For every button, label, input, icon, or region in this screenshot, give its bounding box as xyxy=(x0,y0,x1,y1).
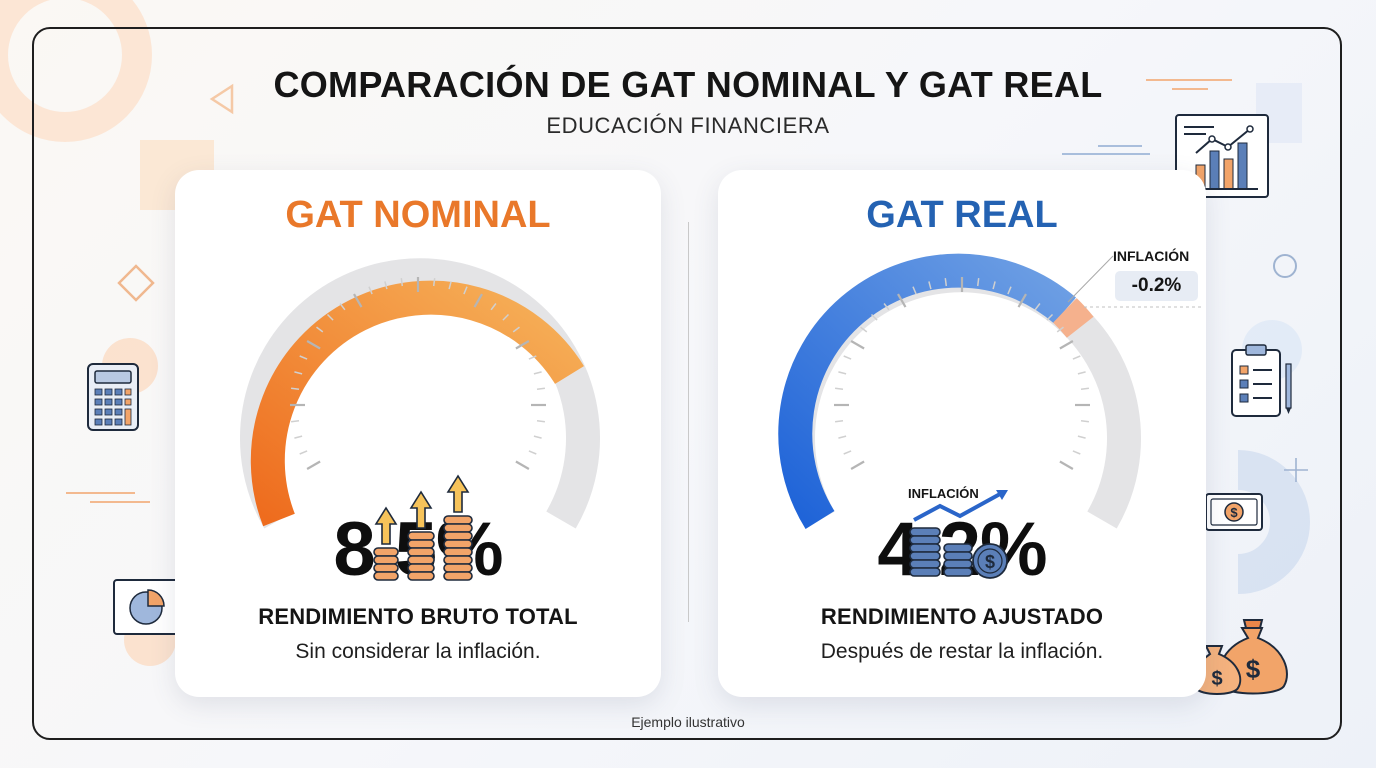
pie-chart-icon xyxy=(113,579,181,635)
gauge-tick xyxy=(835,387,844,391)
gauge-tick xyxy=(490,303,497,311)
gauge-tick xyxy=(860,326,868,333)
gauge-tick xyxy=(448,281,452,290)
gauge-tick xyxy=(533,435,542,439)
gauge-tick xyxy=(976,278,980,287)
gat-nominal-heading: RENDIMIENTO BRUTO TOTAL xyxy=(258,604,578,629)
gauge-tick xyxy=(316,326,324,333)
gat-real-card: GAT REAL INFLACIÓN -0.2% 4.2% INFLACIÓN … xyxy=(718,170,1206,697)
gauge-tick xyxy=(512,326,520,333)
gauge-tick xyxy=(353,293,363,308)
gauge-tick xyxy=(1072,355,1081,360)
gauge-tick xyxy=(536,419,545,423)
gauge-tick xyxy=(850,460,865,470)
coins-growth-icon: $ xyxy=(909,490,1008,579)
clipboard-icon xyxy=(1231,344,1292,417)
gauge-tick xyxy=(502,313,510,321)
gat-nominal-description: Sin considerar la inflación. xyxy=(295,640,541,663)
gauge-tick xyxy=(1017,293,1027,308)
gauge-tick xyxy=(528,355,537,360)
gat-real-gauge xyxy=(778,253,1202,529)
gauge-tick xyxy=(1077,371,1086,375)
gauge-tick xyxy=(883,303,890,311)
gauge-tick xyxy=(463,286,468,295)
gauge-tick xyxy=(473,293,483,308)
gauge-tick xyxy=(400,278,404,287)
gauge-tick xyxy=(515,460,530,470)
gauge-tick xyxy=(339,303,346,311)
gauge-tick xyxy=(838,435,847,439)
gauge-tick xyxy=(1080,419,1089,423)
coins-arrows-icon xyxy=(373,474,473,581)
gauge-tick xyxy=(1072,450,1081,455)
gauge-tick xyxy=(1007,286,1012,295)
gauge-tick xyxy=(299,355,308,360)
gauge-tick xyxy=(1077,435,1086,439)
gauge-tick xyxy=(870,313,878,321)
gat-real-heading: RENDIMIENTO AJUSTADO xyxy=(820,604,1104,629)
svg-text:$: $ xyxy=(1230,505,1238,520)
gauge-tick xyxy=(528,450,537,455)
gauge-tick xyxy=(928,281,932,290)
gat-nominal-ticks xyxy=(290,277,546,470)
gat-real-ticks xyxy=(834,277,1090,470)
gauge-tick xyxy=(850,340,865,350)
gat-nominal-card: GAT NOMINAL 8.5% RENDIMIENTO BRUTO TOTAL… xyxy=(175,170,661,697)
gauge-tick xyxy=(1056,326,1064,333)
gauge-tick xyxy=(536,387,545,391)
gauge-tick xyxy=(838,371,847,375)
gauge-tick xyxy=(533,371,542,375)
gauge-tick xyxy=(368,286,373,295)
gauge-tick xyxy=(384,281,388,290)
gauge-tick xyxy=(294,435,303,439)
gauge-tick xyxy=(835,419,844,423)
gat-real-title: GAT REAL xyxy=(866,194,1058,236)
gat-nominal-title: GAT NOMINAL xyxy=(285,194,551,236)
gauge-tick xyxy=(515,340,530,350)
svg-text:$: $ xyxy=(985,552,995,572)
calculator-icon xyxy=(87,363,139,431)
gauge-tick xyxy=(1059,340,1074,350)
gauge-tick xyxy=(897,293,907,308)
gauge-tick xyxy=(291,387,300,391)
gauge-tick xyxy=(1046,313,1054,321)
gauge-tick xyxy=(1034,303,1041,311)
content-frame xyxy=(32,27,1342,740)
gauge-tick xyxy=(432,278,436,287)
gauge-tick xyxy=(912,286,917,295)
svg-text:$: $ xyxy=(1211,668,1222,690)
inflation-badge-label: INFLACIÓN xyxy=(1113,248,1190,264)
page-subtitle: EDUCACIÓN FINANCIERA xyxy=(546,113,830,138)
gauge-tick xyxy=(306,340,321,350)
gauge-tick xyxy=(294,371,303,375)
card-divider xyxy=(688,222,689,622)
page-title: COMPARACIÓN DE GAT NOMINAL Y GAT REAL xyxy=(273,64,1103,105)
inflation-icon-label: INFLACIÓN xyxy=(908,486,979,501)
inflation-badge-value: -0.2% xyxy=(1115,271,1198,301)
gauge-tick xyxy=(326,313,334,321)
gauge-tick xyxy=(944,278,948,287)
gat-nominal-gauge xyxy=(240,258,600,529)
gauge-tick xyxy=(291,419,300,423)
gat-real-description: Después de restar la inflación. xyxy=(820,640,1104,663)
gauge-tick xyxy=(299,450,308,455)
gauge-tick xyxy=(843,355,852,360)
footer-note: Ejemplo ilustrativo xyxy=(631,714,745,730)
svg-text:$: $ xyxy=(1246,654,1261,684)
gauge-tick xyxy=(306,460,321,470)
banknote-icon: $ xyxy=(1205,493,1263,531)
gauge-tick xyxy=(992,281,996,290)
gauge-tick xyxy=(1059,460,1074,470)
gauge-tick xyxy=(1080,387,1089,391)
gauge-tick xyxy=(843,450,852,455)
